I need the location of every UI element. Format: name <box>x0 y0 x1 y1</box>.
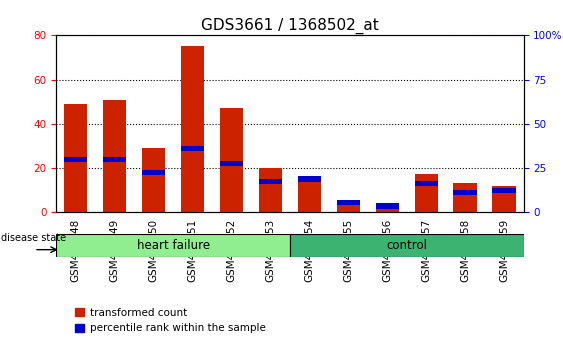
Bar <box>142 170 166 175</box>
Bar <box>103 156 126 162</box>
FancyBboxPatch shape <box>56 234 290 257</box>
Bar <box>181 46 204 212</box>
Bar <box>493 186 516 212</box>
FancyBboxPatch shape <box>290 234 524 257</box>
Bar <box>142 148 166 212</box>
Legend: transformed count, percentile rank within the sample: transformed count, percentile rank withi… <box>71 304 270 337</box>
Bar <box>64 156 87 162</box>
Bar <box>337 200 360 205</box>
Text: control: control <box>386 239 427 252</box>
Bar <box>298 176 321 182</box>
Title: GDS3661 / 1368502_at: GDS3661 / 1368502_at <box>201 18 379 34</box>
Bar <box>337 200 360 212</box>
Bar <box>414 174 438 212</box>
Bar <box>453 190 477 195</box>
Bar <box>103 99 126 212</box>
Bar <box>259 179 282 184</box>
Bar <box>493 188 516 193</box>
Bar <box>298 177 321 212</box>
Bar <box>64 104 87 212</box>
Bar <box>259 168 282 212</box>
Bar <box>220 161 243 166</box>
Bar <box>376 203 399 209</box>
Bar <box>453 183 477 212</box>
Text: disease state: disease state <box>1 233 66 242</box>
Bar <box>181 146 204 152</box>
Bar <box>220 108 243 212</box>
Bar <box>414 181 438 187</box>
Text: heart failure: heart failure <box>137 239 209 252</box>
Bar <box>376 206 399 212</box>
